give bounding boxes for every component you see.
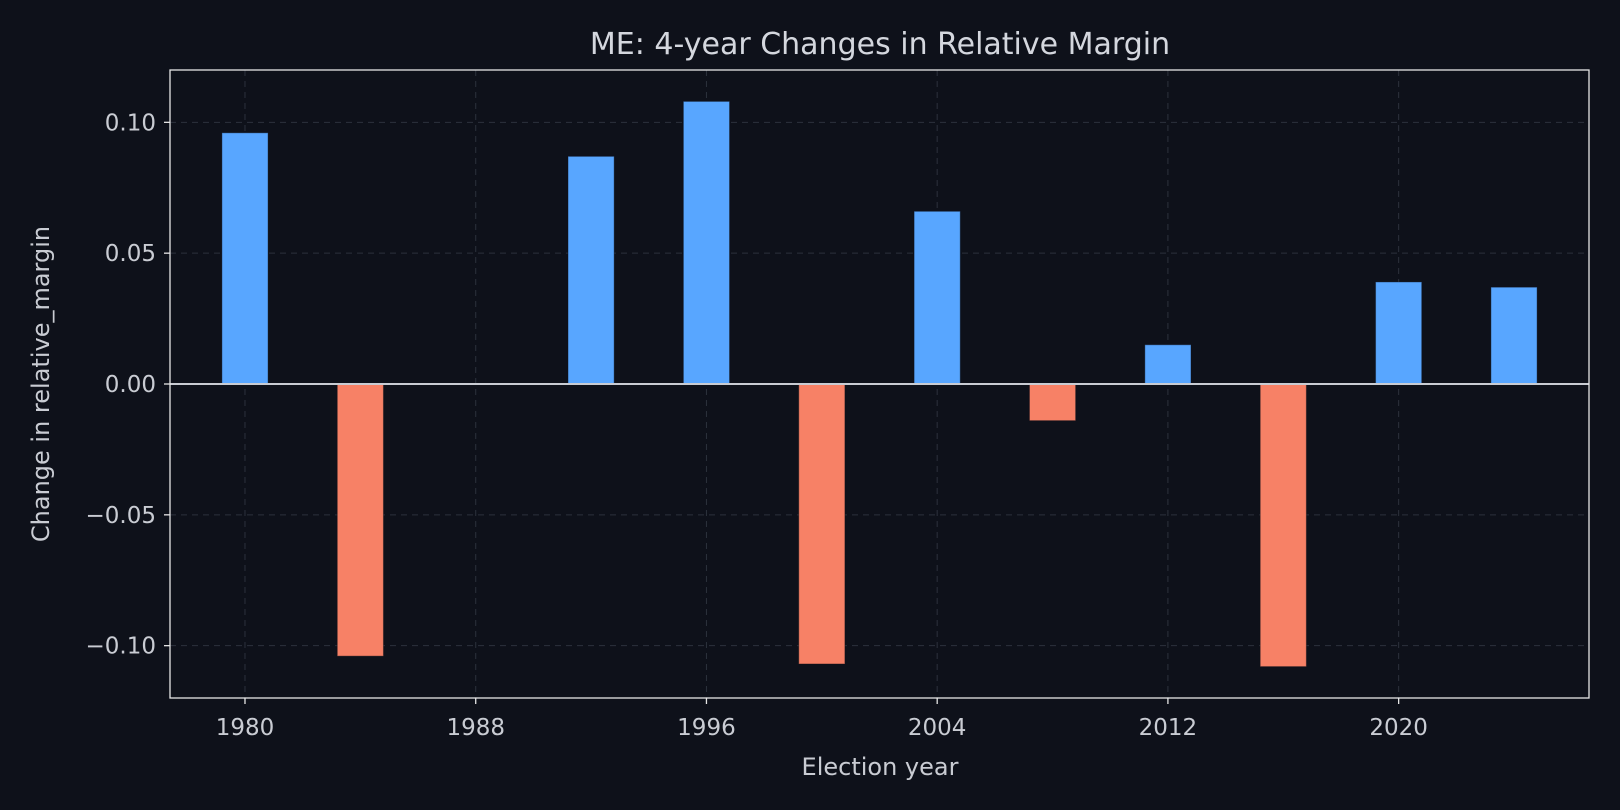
chart-title: ME: 4-year Changes in Relative Margin	[590, 27, 1170, 62]
bar	[682, 100, 731, 385]
x-tick-label: 2020	[1369, 715, 1428, 741]
x-tick-label: 2004	[908, 715, 967, 741]
bar	[221, 132, 269, 385]
bar	[1259, 383, 1307, 668]
bar	[798, 383, 846, 665]
x-tick-label: 1988	[446, 715, 505, 741]
x-tick-label: 2012	[1139, 715, 1198, 741]
x-axis: 1980 1988 1996 2004 2012 2020	[216, 698, 1428, 741]
x-axis-title: Election year	[802, 753, 959, 781]
y-axis: 0.10 0.05 0.00 −0.05 −0.10	[86, 110, 170, 660]
y-tick-label: 0.00	[105, 372, 156, 398]
y-axis-title: Change in relative_margin	[27, 226, 55, 542]
y-tick-label: 0.05	[105, 241, 156, 267]
y-tick-label: 0.10	[105, 110, 156, 136]
bar	[1375, 281, 1423, 385]
bars	[221, 100, 1538, 668]
bar	[1490, 286, 1538, 385]
x-tick-label: 1980	[216, 715, 275, 741]
y-tick-label: −0.05	[86, 503, 156, 529]
bar	[567, 155, 615, 385]
bar	[336, 383, 384, 657]
bar	[913, 210, 961, 385]
y-tick-label: −0.10	[86, 634, 156, 660]
bar	[1028, 383, 1077, 422]
bar	[1144, 344, 1192, 385]
x-tick-label: 1996	[677, 715, 736, 741]
